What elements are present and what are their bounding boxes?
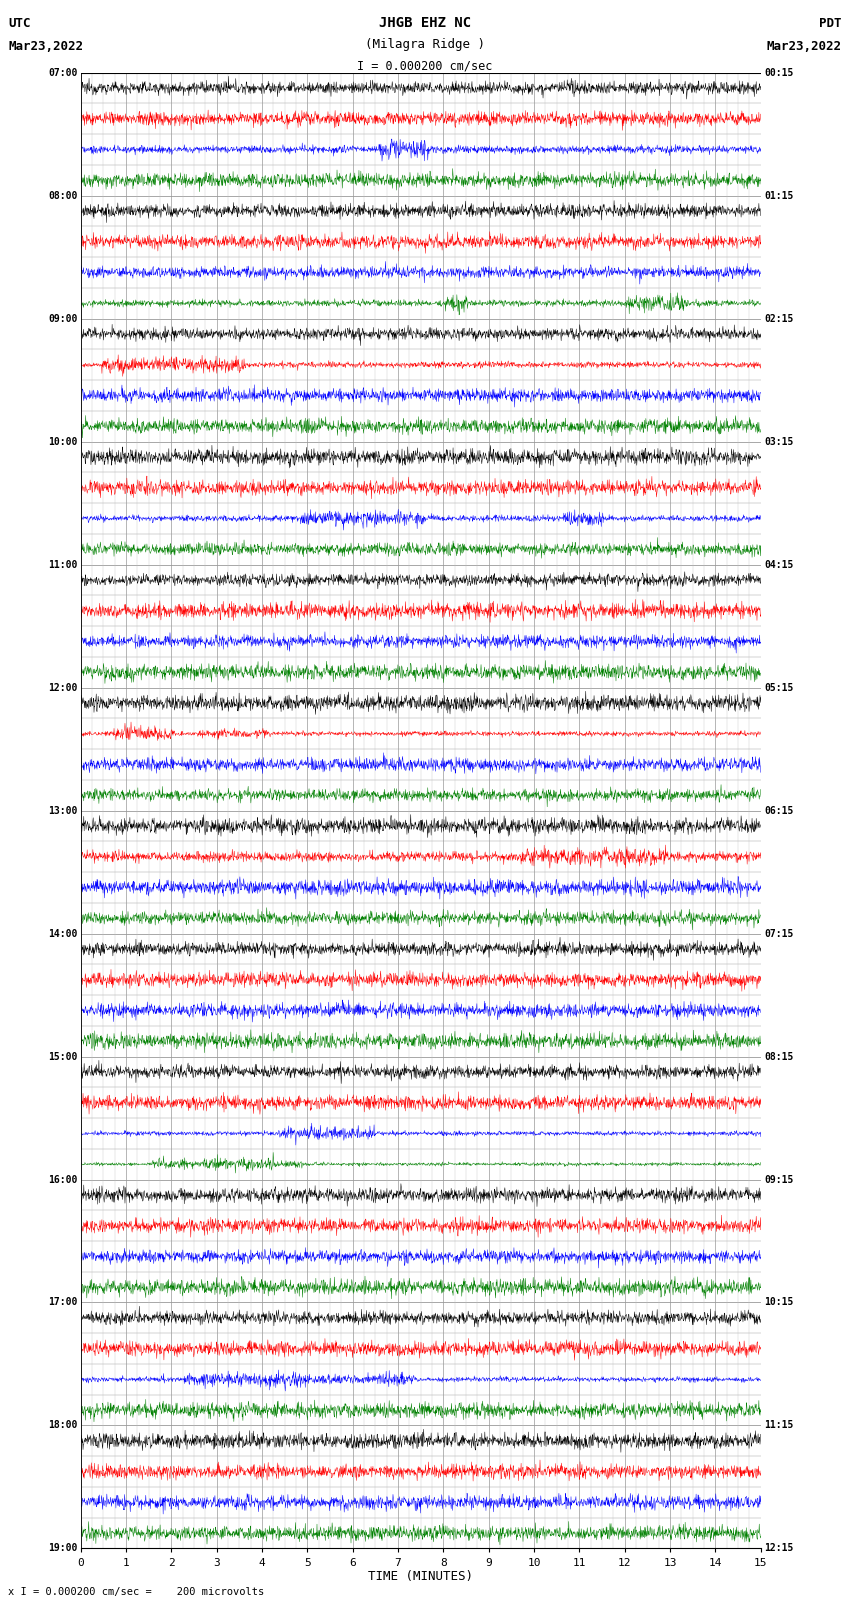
Text: 01:15: 01:15 — [764, 190, 794, 200]
Text: 06:15: 06:15 — [764, 805, 794, 816]
Text: PDT: PDT — [819, 18, 842, 31]
Text: 03:15: 03:15 — [764, 437, 794, 447]
Text: 04:15: 04:15 — [764, 560, 794, 569]
Text: x I = 0.000200 cm/sec =    200 microvolts: x I = 0.000200 cm/sec = 200 microvolts — [8, 1587, 264, 1597]
Text: 13:00: 13:00 — [48, 805, 77, 816]
Text: 02:15: 02:15 — [764, 313, 794, 324]
Text: 17:00: 17:00 — [48, 1297, 77, 1308]
Text: 09:15: 09:15 — [764, 1174, 794, 1184]
Text: 16:00: 16:00 — [48, 1174, 77, 1184]
Text: 09:00: 09:00 — [48, 313, 77, 324]
X-axis label: TIME (MINUTES): TIME (MINUTES) — [368, 1571, 473, 1584]
Text: 12:15: 12:15 — [764, 1544, 794, 1553]
Text: Mar23,2022: Mar23,2022 — [8, 40, 83, 53]
Text: 11:15: 11:15 — [764, 1421, 794, 1431]
Text: 18:00: 18:00 — [48, 1421, 77, 1431]
Text: 00:15: 00:15 — [764, 68, 794, 77]
Text: JHGB EHZ NC: JHGB EHZ NC — [379, 16, 471, 31]
Text: 10:15: 10:15 — [764, 1297, 794, 1308]
Text: 14:00: 14:00 — [48, 929, 77, 939]
Text: (Milagra Ridge ): (Milagra Ridge ) — [365, 39, 485, 52]
Text: 12:00: 12:00 — [48, 682, 77, 692]
Text: 07:15: 07:15 — [764, 929, 794, 939]
Text: UTC: UTC — [8, 18, 31, 31]
Text: 19:00: 19:00 — [48, 1544, 77, 1553]
Text: Mar23,2022: Mar23,2022 — [767, 40, 842, 53]
Text: I = 0.000200 cm/sec: I = 0.000200 cm/sec — [357, 60, 493, 73]
Text: 08:00: 08:00 — [48, 190, 77, 200]
Text: 15:00: 15:00 — [48, 1052, 77, 1061]
Text: 11:00: 11:00 — [48, 560, 77, 569]
Text: 10:00: 10:00 — [48, 437, 77, 447]
Text: 07:00: 07:00 — [48, 68, 77, 77]
Text: 05:15: 05:15 — [764, 682, 794, 692]
Text: 08:15: 08:15 — [764, 1052, 794, 1061]
